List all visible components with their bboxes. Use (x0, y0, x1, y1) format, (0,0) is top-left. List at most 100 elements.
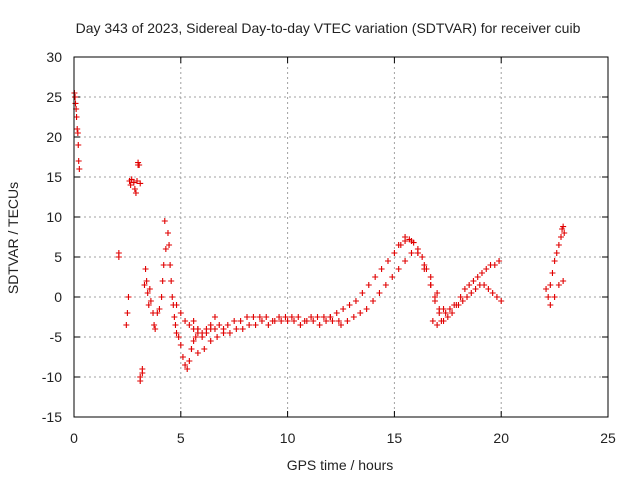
data-point (442, 310, 449, 316)
data-point (357, 310, 364, 316)
data-point (130, 179, 137, 186)
data-point (320, 314, 327, 320)
y-tick-label: -10 (42, 369, 62, 385)
data-point (395, 242, 402, 248)
x-tick-label: 25 (600, 430, 616, 446)
data-point (555, 282, 562, 288)
data-point (141, 282, 148, 288)
data-point (167, 262, 174, 268)
data-point (560, 278, 567, 284)
data-point (179, 354, 186, 360)
x-tick-label: 10 (280, 430, 296, 446)
data-point (239, 326, 246, 332)
data-point (478, 270, 485, 276)
data-point (158, 294, 165, 300)
data-point (184, 366, 191, 372)
data-point (553, 250, 560, 256)
data-point (483, 266, 490, 272)
data-point (449, 310, 456, 316)
data-point (224, 322, 231, 328)
data-point (427, 282, 434, 288)
data-point (143, 278, 150, 284)
data-point (115, 254, 122, 260)
data-point (199, 334, 206, 340)
data-point (276, 314, 283, 320)
data-point (203, 326, 210, 332)
data-point (152, 326, 159, 332)
data-point (436, 310, 443, 316)
data-point (376, 290, 383, 296)
data-point (147, 298, 154, 304)
data-point (421, 266, 428, 272)
data-point (256, 314, 263, 320)
data-point (186, 322, 193, 328)
y-tick-label: -5 (50, 329, 63, 345)
data-point (134, 178, 141, 184)
y-tick-label: 25 (46, 89, 62, 105)
axis-ticks: 0 5 10 15 20 25 -15 -10 -5 0 5 10 15 20 25 30 (42, 49, 616, 446)
data-point (127, 182, 134, 188)
data-point (145, 302, 152, 308)
data-point (216, 322, 223, 328)
x-tick-label: 15 (387, 430, 403, 446)
data-point (555, 242, 562, 248)
data-point (496, 258, 503, 264)
data-point (359, 290, 366, 296)
data-point (434, 322, 441, 328)
data-point (493, 294, 500, 300)
data-point (182, 362, 189, 368)
data-point (310, 318, 317, 324)
data-point (288, 314, 295, 320)
data-point (338, 322, 344, 328)
data-point (214, 334, 221, 340)
data-point (177, 342, 184, 348)
data-point (551, 258, 558, 264)
data-point (156, 306, 163, 312)
data-point (194, 350, 201, 356)
y-tick-label: 10 (46, 209, 62, 225)
data-point (370, 298, 377, 304)
data-point (182, 318, 189, 324)
data-point (271, 318, 278, 324)
data-point (278, 318, 285, 324)
data-point (250, 314, 257, 320)
data-point (444, 314, 451, 320)
data-point (265, 322, 272, 328)
data-point (545, 294, 552, 300)
y-tick-label: -15 (42, 409, 62, 425)
data-point (464, 294, 471, 300)
y-tick-label: 15 (46, 169, 62, 185)
data-point (164, 230, 171, 236)
plot-frame (73, 56, 609, 418)
data-point (419, 254, 426, 260)
data-point (173, 330, 180, 336)
data-point (258, 318, 265, 324)
data-point (434, 290, 441, 296)
data-point (382, 282, 389, 288)
data-point (363, 306, 370, 312)
data-point (231, 318, 238, 324)
data-point (352, 298, 359, 304)
data-point (131, 186, 138, 192)
data-point (201, 346, 208, 352)
data-point (333, 310, 340, 316)
data-point (137, 180, 144, 187)
data-point (244, 314, 251, 320)
data-point (560, 223, 567, 230)
data-point (551, 294, 558, 300)
data-point (172, 322, 179, 328)
data-point (440, 306, 447, 312)
data-point (146, 286, 153, 292)
data-point (384, 258, 391, 264)
data-point (455, 302, 462, 308)
data-point (485, 286, 492, 292)
data-point (190, 338, 197, 344)
data-point (402, 234, 409, 240)
data-point (408, 250, 415, 256)
data-point (346, 302, 353, 308)
data-point (162, 246, 169, 252)
data-point (461, 286, 468, 292)
data-point (237, 318, 244, 324)
data-point (481, 282, 488, 288)
